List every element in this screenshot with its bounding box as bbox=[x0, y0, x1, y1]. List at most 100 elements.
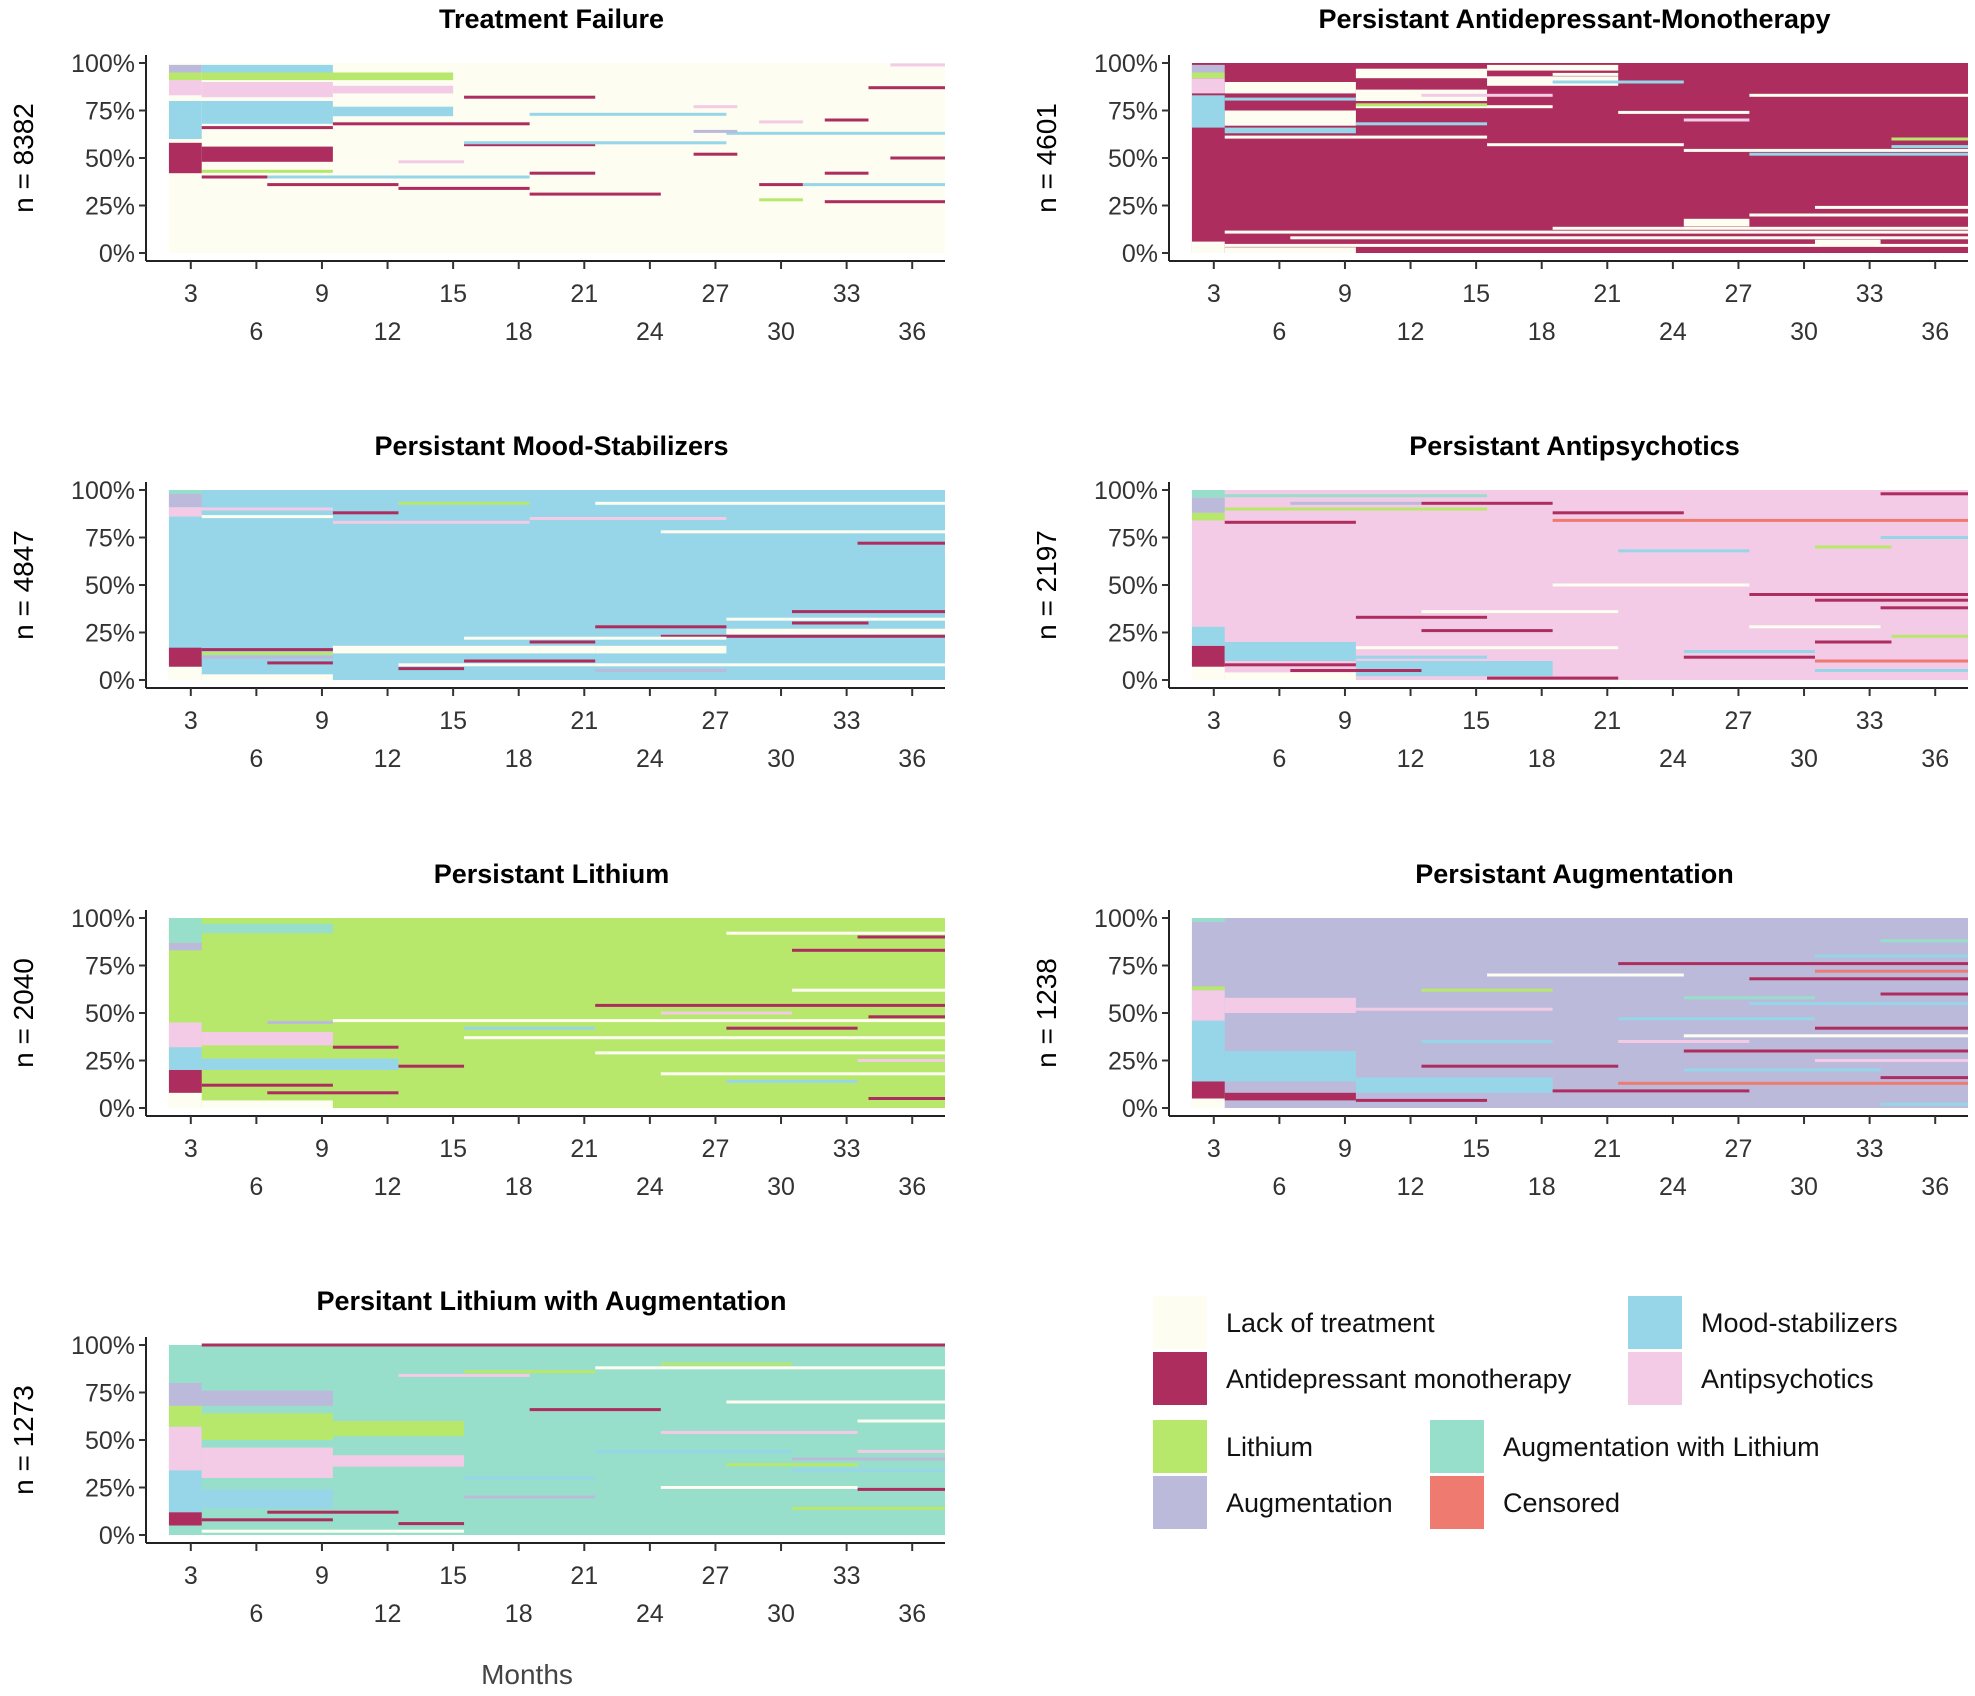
y-tick-label: 75% bbox=[85, 1380, 135, 1408]
x-tick-label: 24 bbox=[636, 318, 664, 346]
state-band bbox=[168, 72, 202, 81]
panel-title: Persistant Antidepressant-Monotherapy bbox=[1318, 4, 1830, 34]
legend-label: Augmentation with Lithium bbox=[1503, 1432, 1820, 1462]
x-tick-label: 27 bbox=[1725, 1135, 1753, 1163]
x-tick-label: 21 bbox=[570, 1562, 598, 1590]
y-tick-label: 0% bbox=[99, 240, 135, 268]
state-line bbox=[791, 988, 945, 992]
state-line bbox=[464, 1036, 945, 1040]
panel-title: Persistant Antipsychotics bbox=[1409, 431, 1740, 461]
state-line bbox=[529, 640, 596, 644]
state-line bbox=[759, 183, 803, 187]
state-line bbox=[332, 511, 399, 515]
state-line bbox=[890, 63, 945, 67]
state-band bbox=[1191, 95, 1225, 128]
y-tick-label: 50% bbox=[85, 1000, 135, 1028]
x-tick-label: 36 bbox=[1921, 318, 1949, 346]
state-line bbox=[1487, 143, 1684, 147]
state-band bbox=[1191, 72, 1225, 79]
y-tick-label: 25% bbox=[1108, 1048, 1158, 1076]
state-line bbox=[1290, 501, 1422, 505]
state-line bbox=[1224, 663, 1356, 667]
state-line bbox=[1421, 610, 1619, 614]
state-band bbox=[1224, 997, 1356, 1013]
x-tick-label: 24 bbox=[1659, 1173, 1687, 1201]
state-line bbox=[1552, 583, 1750, 587]
state-line bbox=[1355, 105, 1553, 109]
state-line bbox=[1880, 606, 1968, 610]
y-tick-label: 25% bbox=[85, 1475, 135, 1503]
state-band bbox=[201, 1032, 333, 1046]
state-line bbox=[1355, 615, 1488, 619]
state-band bbox=[168, 493, 202, 508]
state-band bbox=[201, 1413, 333, 1440]
x-tick-label: 18 bbox=[1528, 1173, 1556, 1201]
x-tick-label: 12 bbox=[374, 745, 402, 773]
state-band bbox=[168, 647, 202, 667]
y-tick-label: 50% bbox=[85, 1427, 135, 1455]
state-line bbox=[1683, 996, 1815, 1000]
state-line bbox=[857, 935, 945, 939]
state-line bbox=[595, 1449, 792, 1453]
state-line bbox=[201, 126, 333, 130]
state-line bbox=[332, 122, 530, 126]
y-tick-label: 25% bbox=[85, 193, 135, 221]
x-tick-label: 33 bbox=[833, 1135, 861, 1163]
x-tick-label: 18 bbox=[505, 745, 533, 773]
y-tick-label: 75% bbox=[1108, 953, 1158, 981]
state-line bbox=[1749, 1002, 1968, 1005]
legend-item: Augmentation with Lithium bbox=[1430, 1420, 1820, 1473]
x-tick-label: 30 bbox=[767, 318, 795, 346]
state-line bbox=[267, 183, 399, 187]
state-band bbox=[168, 1405, 202, 1427]
legend-swatch bbox=[1430, 1420, 1484, 1473]
state-band bbox=[1191, 1020, 1225, 1082]
state-line bbox=[1224, 507, 1488, 511]
state-line bbox=[791, 948, 945, 952]
state-line bbox=[1814, 969, 1968, 973]
state-line bbox=[802, 183, 945, 187]
y-axis-label: n = 4847 bbox=[8, 530, 39, 640]
y-axis-label: n = 2040 bbox=[8, 958, 39, 1068]
state-band bbox=[1191, 490, 1225, 498]
state-line bbox=[1421, 1064, 1619, 1068]
y-tick-label: 25% bbox=[85, 620, 135, 648]
state-band bbox=[726, 628, 945, 635]
state-band bbox=[168, 1092, 202, 1108]
panel: Persistant Antipsychotics n = 2197 0% 25% 50… bbox=[1031, 431, 1968, 773]
state-line bbox=[1618, 962, 1968, 966]
state-line bbox=[1421, 501, 1553, 505]
state-band bbox=[168, 1470, 202, 1513]
y-tick-label: 75% bbox=[85, 98, 135, 126]
state-band bbox=[332, 106, 454, 117]
state-line bbox=[1880, 939, 1968, 943]
x-tick-label: 18 bbox=[1528, 318, 1556, 346]
x-tick-label: 18 bbox=[505, 1600, 533, 1628]
x-tick-label: 6 bbox=[249, 1173, 263, 1201]
state-line bbox=[1683, 148, 1968, 152]
state-line bbox=[791, 610, 945, 614]
state-band bbox=[1191, 241, 1225, 253]
x-tick-label: 9 bbox=[315, 1135, 329, 1163]
legend-swatch bbox=[1153, 1420, 1207, 1473]
x-tick-label: 3 bbox=[1207, 707, 1221, 735]
legend-label: Antidepressant monotherapy bbox=[1226, 1364, 1572, 1394]
state-line bbox=[1224, 494, 1488, 498]
state-band bbox=[168, 64, 202, 73]
x-tick-label: 6 bbox=[249, 318, 263, 346]
state-line bbox=[1421, 93, 1553, 97]
state-band bbox=[1191, 666, 1225, 680]
state-line bbox=[824, 200, 945, 204]
x-tick-label: 33 bbox=[833, 707, 861, 735]
state-line bbox=[1749, 213, 1968, 217]
x-tick-label: 36 bbox=[898, 318, 926, 346]
state-line bbox=[726, 131, 945, 135]
state-band bbox=[1191, 990, 1225, 1021]
legend-item: Censored bbox=[1430, 1476, 1620, 1529]
y-tick-label: 25% bbox=[1108, 193, 1158, 221]
x-tick-label: 18 bbox=[1528, 745, 1556, 773]
legend-label: Lithium bbox=[1226, 1432, 1313, 1462]
state-line bbox=[1880, 536, 1968, 539]
state-line bbox=[1224, 243, 1968, 247]
